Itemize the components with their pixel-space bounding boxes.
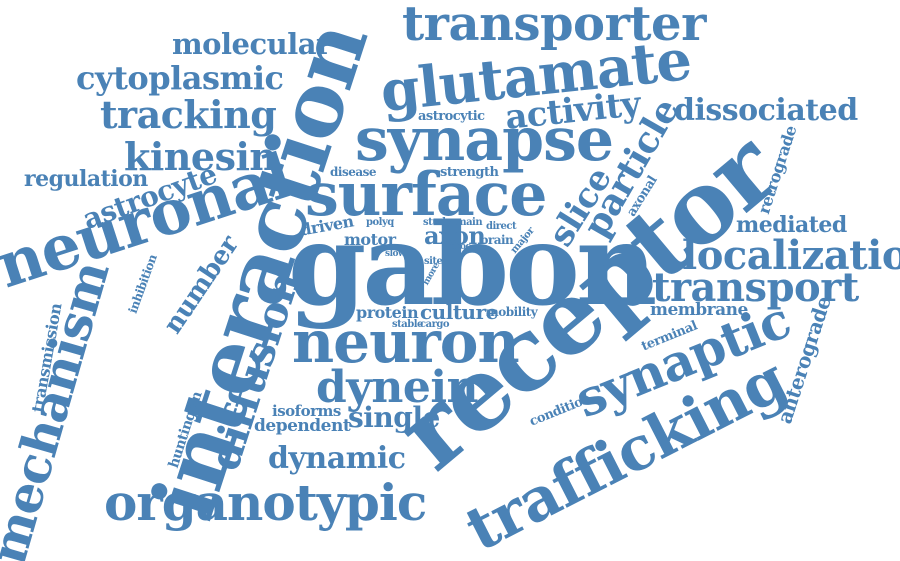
word-stable: stable: [392, 319, 423, 330]
word-kinesin: kinesin: [124, 134, 277, 179]
word-molecular: molecular: [172, 27, 331, 61]
word-transporter: transporter: [402, 0, 706, 52]
word-culture: culture: [420, 300, 498, 324]
word-synapse: synapse: [355, 105, 614, 175]
word-isoforms: isoforms: [272, 402, 341, 420]
word-transport: transport: [652, 264, 859, 311]
word-disease: disease: [330, 165, 377, 179]
word-astrocytic: astrocytic: [418, 109, 485, 124]
word-tracking: tracking: [100, 92, 277, 137]
word-motor: motor: [344, 230, 396, 249]
word-strength: strength: [440, 165, 499, 180]
word-neuron: neuron: [292, 308, 520, 376]
word-axon: axon: [424, 221, 486, 250]
word-regulation: regulation: [24, 166, 148, 192]
word-single: single: [348, 401, 440, 434]
word-site: site: [424, 256, 443, 267]
word-dynein: dynein: [316, 362, 479, 413]
word-direct: direct: [486, 221, 517, 232]
word-cargo: cargo: [420, 319, 450, 330]
word-dissociated: dissociated: [674, 93, 858, 128]
word-slow: slow: [385, 249, 406, 259]
word-cytoplasmic: cytoplasmic: [76, 59, 284, 97]
word-proc: proc: [450, 242, 471, 252]
word-brain: brain: [480, 233, 514, 247]
word-gabon: gabon: [288, 200, 657, 331]
word-mobility: mobility: [486, 305, 538, 319]
word-study: study: [423, 217, 451, 228]
word-membrane: membrane: [650, 300, 748, 320]
word-organotypic: organotypic: [104, 473, 427, 532]
word-mechanism: mechanism: [0, 255, 121, 561]
word-main: main: [456, 217, 483, 228]
word-surface: surface: [305, 160, 547, 230]
word-dependent: dependent: [254, 416, 351, 436]
word-protein: protein: [356, 303, 419, 322]
word-localization: localization: [682, 232, 900, 279]
word-dynamic: dynamic: [268, 441, 406, 476]
word-mediated: mediated: [736, 212, 847, 238]
word-polyq: polyq: [366, 217, 394, 228]
